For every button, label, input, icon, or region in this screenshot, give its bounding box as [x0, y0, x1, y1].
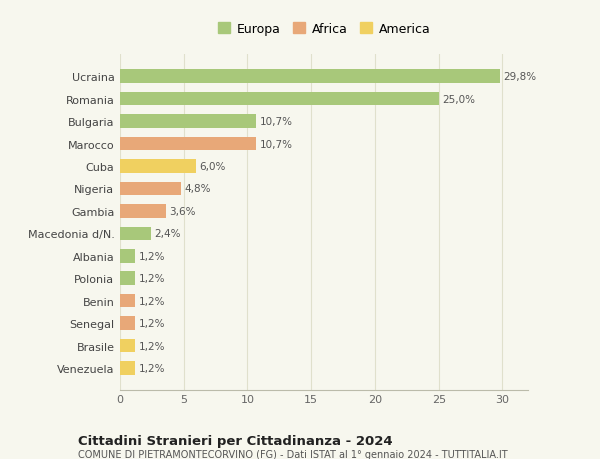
Text: 1,2%: 1,2% — [139, 341, 165, 351]
Bar — [120, 115, 256, 129]
Text: 1,2%: 1,2% — [139, 319, 165, 328]
Text: COMUNE DI PIETRAMONTECORVINO (FG) - Dati ISTAT al 1° gennaio 2024 - TUTTITALIA.I: COMUNE DI PIETRAMONTECORVINO (FG) - Dati… — [78, 449, 508, 459]
Text: 1,2%: 1,2% — [139, 296, 165, 306]
Bar — [120, 93, 439, 106]
Bar — [120, 294, 135, 308]
Text: 29,8%: 29,8% — [503, 72, 536, 82]
Text: 10,7%: 10,7% — [260, 139, 293, 149]
Bar — [120, 250, 135, 263]
Text: 1,2%: 1,2% — [139, 363, 165, 373]
Text: 10,7%: 10,7% — [260, 117, 293, 127]
Text: 1,2%: 1,2% — [139, 251, 165, 261]
Bar — [120, 205, 166, 218]
Bar — [120, 160, 196, 174]
Legend: Europa, Africa, America: Europa, Africa, America — [212, 18, 436, 41]
Bar — [120, 227, 151, 241]
Text: 4,8%: 4,8% — [184, 184, 211, 194]
Text: 3,6%: 3,6% — [169, 207, 196, 216]
Text: Cittadini Stranieri per Cittadinanza - 2024: Cittadini Stranieri per Cittadinanza - 2… — [78, 434, 392, 447]
Bar — [120, 339, 135, 353]
Text: 25,0%: 25,0% — [442, 95, 475, 104]
Bar — [120, 362, 135, 375]
Bar — [120, 138, 256, 151]
Bar — [120, 317, 135, 330]
Bar — [120, 272, 135, 285]
Text: 2,4%: 2,4% — [154, 229, 180, 239]
Bar — [120, 182, 181, 196]
Text: 1,2%: 1,2% — [139, 274, 165, 284]
Text: 6,0%: 6,0% — [200, 162, 226, 172]
Bar — [120, 70, 500, 84]
